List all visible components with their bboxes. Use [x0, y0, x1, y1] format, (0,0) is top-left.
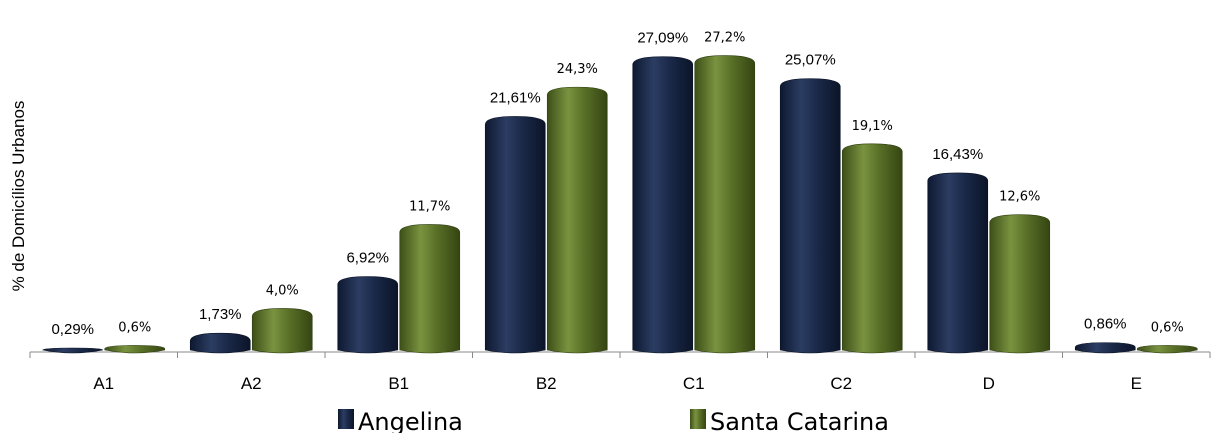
data-label-santa-catarina-d: 12,6% [999, 190, 1040, 205]
data-label-santa-catarina-c2: 19,1% [852, 119, 893, 134]
legend-swatch-angelina [338, 409, 354, 429]
data-label-angelina-c2: 25,07% [785, 52, 836, 69]
x-tick-label-b2: B2 [536, 374, 557, 393]
x-tick-label-c1: C1 [683, 374, 705, 393]
bar-santa-catarina-a1 [104, 345, 166, 354]
legend-label-angelina: Angelina [358, 408, 463, 433]
bar-angelina-d [927, 172, 989, 354]
bar-angelina-e [1074, 342, 1136, 354]
bar-santa-catarina-c1 [694, 55, 756, 354]
x-tick-label-a2: A2 [241, 374, 262, 393]
data-label-angelina-d: 16,43% [932, 146, 983, 163]
x-tick-label-c2: C2 [830, 374, 852, 393]
bar-angelina-c1 [632, 56, 694, 354]
bar-angelina-a1 [42, 347, 104, 354]
value-labels-layer: 0,29% 0,6% 1,73% 4,0% 6,92% 11,7% 21,61% 24,3% 2… [51, 30, 1183, 338]
data-label-angelina-a2: 1,73% [199, 306, 242, 323]
data-label-angelina-c1: 27,09% [637, 30, 688, 47]
bar-angelina-b1 [337, 276, 399, 354]
data-label-angelina-b2: 21,61% [490, 89, 541, 106]
x-tick-label-a1: A1 [93, 374, 114, 393]
x-tick-label-e: E [1131, 374, 1142, 393]
bar-santa-catarina-b2 [546, 86, 608, 354]
bar-angelina-b2 [484, 116, 546, 354]
bar-santa-catarina-d [989, 214, 1051, 354]
data-label-angelina-a1: 0,29% [51, 321, 94, 338]
bar-santa-catarina-e [1136, 345, 1198, 354]
data-label-santa-catarina-a2: 4,0% [266, 283, 299, 298]
legend-label-santa-catarina: Santa Catarina [710, 408, 889, 433]
bar-santa-catarina-b1 [399, 224, 461, 354]
data-label-santa-catarina-a1: 0,6% [118, 320, 151, 335]
data-label-angelina-e: 0,86% [1084, 316, 1127, 333]
legend-swatch-santa-catarina [690, 409, 706, 429]
bars-layer [42, 55, 1198, 354]
ticks-layer: A1 A2 B1 B2 C1 C2 D E [29, 352, 1211, 393]
bar-santa-catarina-c2 [841, 143, 903, 354]
data-label-santa-catarina-c1: 27,2% [704, 31, 745, 46]
data-label-santa-catarina-b2: 24,3% [557, 62, 598, 77]
bar-angelina-a2 [189, 332, 251, 354]
y-axis-label: % de Domicílios Urbanos [9, 101, 28, 292]
data-label-santa-catarina-b1: 11,7% [409, 199, 450, 214]
bar-angelina-c2 [779, 78, 841, 354]
data-label-santa-catarina-e: 0,6% [1151, 320, 1184, 335]
bar-santa-catarina-a2 [251, 308, 313, 354]
data-label-angelina-b1: 6,92% [346, 250, 389, 267]
legend: Angelina Santa Catarina [338, 408, 889, 433]
x-tick-label-b1: B1 [388, 374, 409, 393]
x-tick-label-d: D [983, 374, 995, 393]
